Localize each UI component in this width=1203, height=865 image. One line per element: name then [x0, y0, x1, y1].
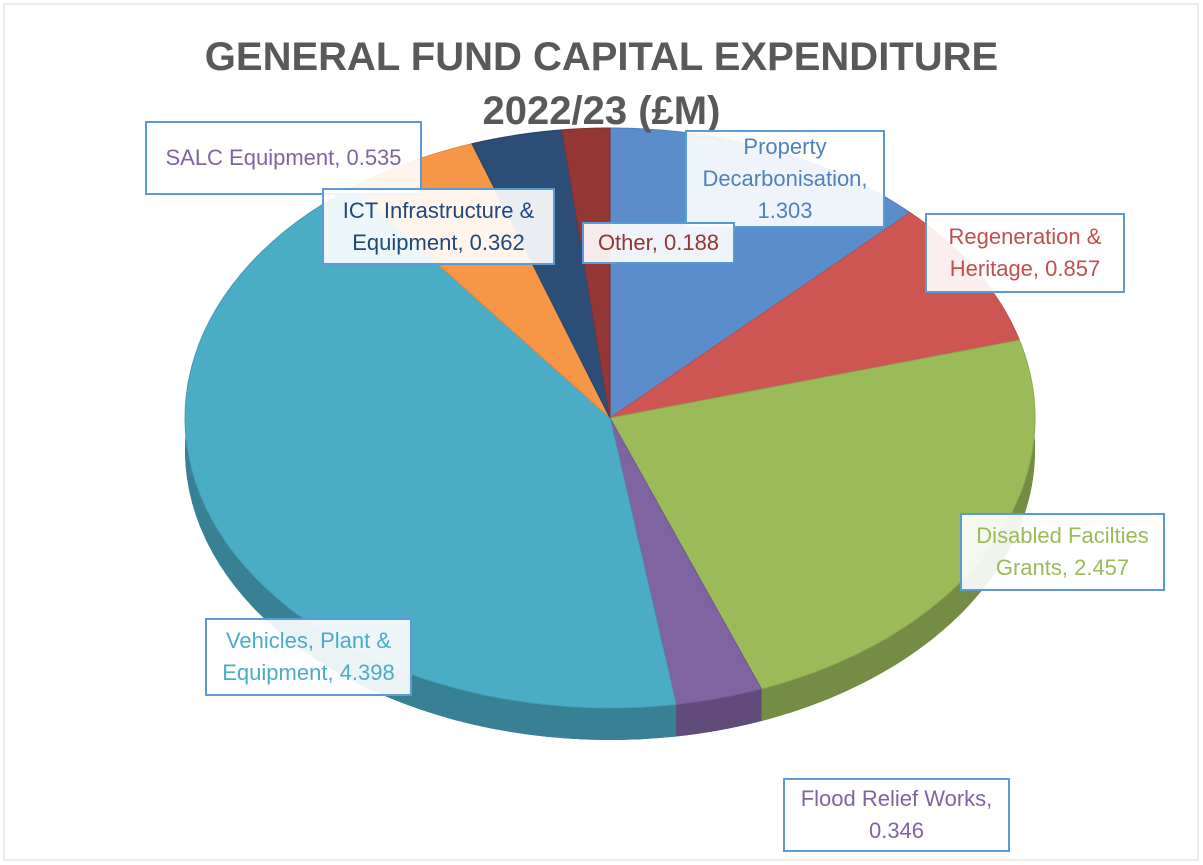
label-separator: ,: [334, 145, 347, 170]
label-value: 0.346: [868, 818, 925, 843]
slice: [184, 186, 677, 709]
slice-side: [676, 688, 762, 737]
label-separator: ,: [327, 660, 340, 685]
label-category: Other: [597, 230, 652, 255]
data-label: Property Decarbonisation, 1.303: [685, 130, 885, 228]
data-label: Flood Relief Works, 0.346: [783, 778, 1010, 852]
data-label-text: Disabled Facilties Grants, 2.457: [970, 520, 1155, 584]
label-value: 4.398: [339, 660, 395, 685]
label-category: SALC Equipment: [165, 145, 335, 170]
label-value: 0.535: [346, 145, 402, 170]
label-separator: ,: [1061, 555, 1075, 580]
label-value: 0.362: [469, 229, 525, 255]
label-separator: ,: [861, 166, 874, 191]
label-separator: ,: [651, 230, 664, 255]
data-label-text: Property Decarbonisation, 1.303: [695, 131, 875, 227]
data-label-text: Vehicles, Plant & Equipment, 4.398: [215, 625, 402, 689]
slice: [561, 127, 611, 419]
slice: [609, 417, 763, 706]
chart-title: GENERAL FUND CAPITAL EXPENDITURE 2022/23…: [0, 30, 1203, 138]
label-value: 1.303: [757, 198, 813, 223]
label-value: 0.188: [663, 230, 720, 255]
data-label: Regeneration & Heritage, 0.857: [925, 213, 1125, 293]
data-label-text: Flood Relief Works, 0.346: [793, 783, 1000, 847]
data-label: ICT Infrastructure & Equipment, 0.362: [322, 188, 555, 265]
label-value: 0.857: [1045, 256, 1101, 281]
label-category: Flood Relief Works: [800, 786, 987, 811]
label-category: ICT Infrastructure & Equipment: [342, 197, 541, 255]
data-label-text: Regeneration & Heritage, 0.857: [935, 221, 1115, 285]
label-separator: ,: [986, 786, 999, 811]
chart-border: [3, 3, 1199, 861]
data-label-text: SALC Equipment, 0.535: [165, 142, 401, 174]
data-label: Other, 0.188: [582, 222, 735, 264]
data-label: SALC Equipment, 0.535: [145, 121, 422, 195]
data-label-text: Other, 0.188: [598, 227, 719, 259]
title-text: GENERAL FUND CAPITAL EXPENDITURE 2022/23…: [204, 35, 999, 133]
data-label-text: ICT Infrastructure & Equipment, 0.362: [332, 195, 545, 259]
label-separator: ,: [457, 229, 470, 255]
slice-side: [761, 340, 1035, 721]
data-label: Vehicles, Plant & Equipment, 4.398: [205, 618, 412, 696]
label-category: Vehicles, Plant & Equipment: [222, 628, 398, 685]
label-value: 2.457: [1074, 555, 1130, 580]
label-category: Property Decarbonisation: [702, 134, 862, 191]
label-category: Regeneration & Heritage: [948, 224, 1108, 281]
label-category: Disabled Facilties Grants: [976, 523, 1155, 580]
label-separator: ,: [1032, 256, 1046, 281]
data-label: Disabled Facilties Grants, 2.457: [960, 513, 1165, 591]
